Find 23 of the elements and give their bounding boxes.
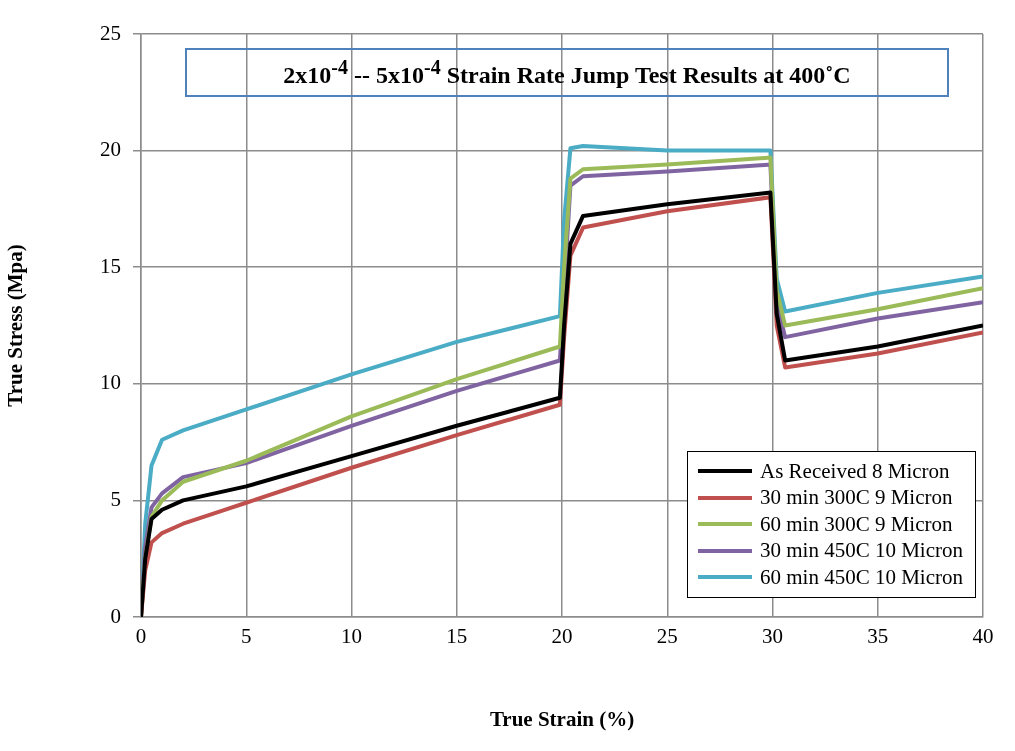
x-tick-label: 20 [551,624,573,649]
legend-label: 60 min 300C 9 Micron [760,511,953,537]
legend-label: 60 min 450C 10 Micron [760,564,963,590]
y-tick-label: 0 [110,603,121,628]
legend-label: As Received 8 Micron [760,458,950,484]
x-axis-title: True Strain (%) [489,706,635,731]
x-tick-label: 30 [762,624,783,649]
y-tick-label: 25 [100,20,121,45]
x-tick-label: 15 [446,624,468,649]
x-tick-label: 35 [867,624,889,649]
y-tick-label: 5 [110,486,121,511]
legend-label: 30 min 300C 9 Micron [760,485,953,511]
x-tick-label: 40 [972,624,994,649]
y-axis-title: True Stress (Mpa) [3,244,28,407]
legend-label: 30 min 450C 10 Micron [760,538,963,564]
x-tick-label: 5 [241,624,252,649]
y-tick-label: 20 [100,137,121,162]
x-tick-label: 25 [656,624,678,649]
text: 2x10$^{-4}$ -- 5x10$^{-4}$ Strain Rate Jump Test Results at 400˚C [185,48,949,97]
y-tick-label: 10 [100,370,121,395]
x-tick-label: 0 [135,624,147,649]
x-tick-label: 10 [341,624,362,649]
y-tick-label: 15 [100,253,121,278]
